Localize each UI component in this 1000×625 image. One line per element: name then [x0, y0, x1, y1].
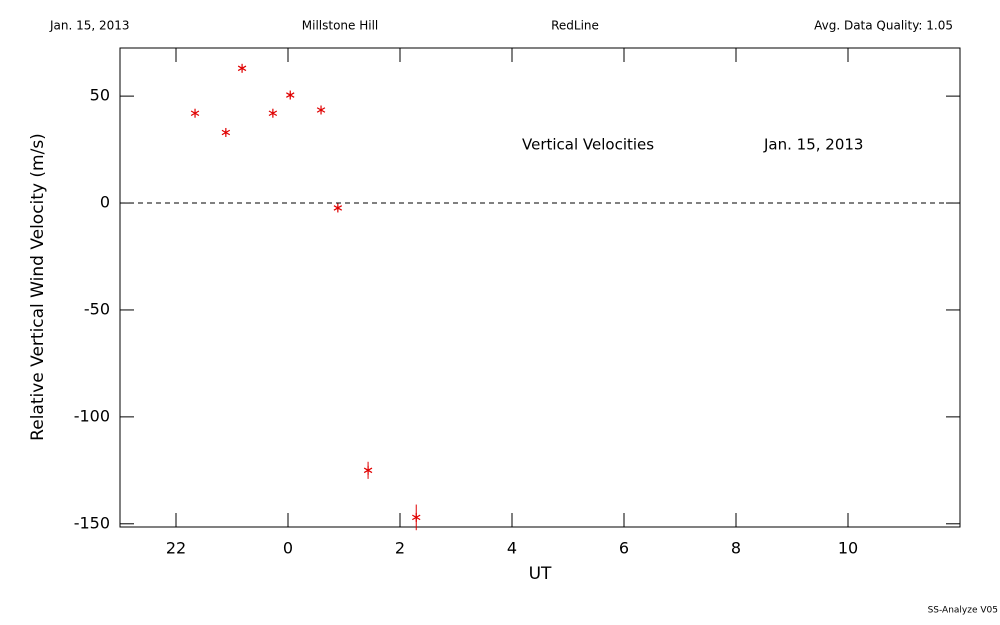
point-stroke	[333, 205, 343, 211]
annotation: Vertical Velocities	[522, 136, 654, 154]
y-tick-label: -100	[74, 406, 110, 425]
y-tick-label: 50	[90, 86, 110, 105]
point	[363, 465, 373, 475]
annotation: Jan. 15, 2013	[763, 136, 863, 154]
point	[333, 203, 343, 213]
x-axis-label: UT	[529, 564, 552, 584]
footer: SS-Analyze V05	[928, 606, 998, 616]
x-tick-label: 6	[619, 539, 629, 558]
point-stroke	[190, 110, 200, 116]
point-stroke	[316, 107, 326, 113]
point	[412, 512, 421, 522]
header-quality: Avg. Data Quality: 1.05	[814, 19, 953, 33]
y-tick-label: -150	[74, 513, 110, 532]
x-tick-label: 0	[283, 539, 293, 558]
point	[190, 108, 200, 118]
point-stroke	[286, 92, 295, 98]
point-stroke	[363, 467, 373, 474]
point-stroke	[268, 110, 278, 116]
x-tick-label: 4	[507, 539, 517, 558]
point-stroke	[221, 129, 231, 136]
point	[237, 63, 247, 73]
x-tick-label: 22	[166, 539, 186, 558]
y-axis-label: Relative Vertical Wind Velocity (m/s)	[28, 133, 48, 441]
point	[316, 105, 326, 115]
x-tick-label: 2	[395, 539, 405, 558]
header-site: Millstone Hill	[302, 19, 378, 33]
header-date: Jan. 15, 2013	[49, 19, 130, 33]
header-filter: RedLine	[551, 19, 599, 33]
point	[268, 108, 278, 118]
point	[221, 127, 231, 137]
y-tick-label: -50	[84, 299, 110, 318]
point-stroke	[237, 65, 247, 72]
point	[286, 90, 295, 100]
x-tick-label: 8	[731, 539, 741, 558]
x-tick-label: 10	[838, 539, 858, 558]
point-stroke	[412, 514, 421, 521]
plot-frame	[119, 47, 961, 528]
y-tick-label: 0	[100, 193, 110, 212]
